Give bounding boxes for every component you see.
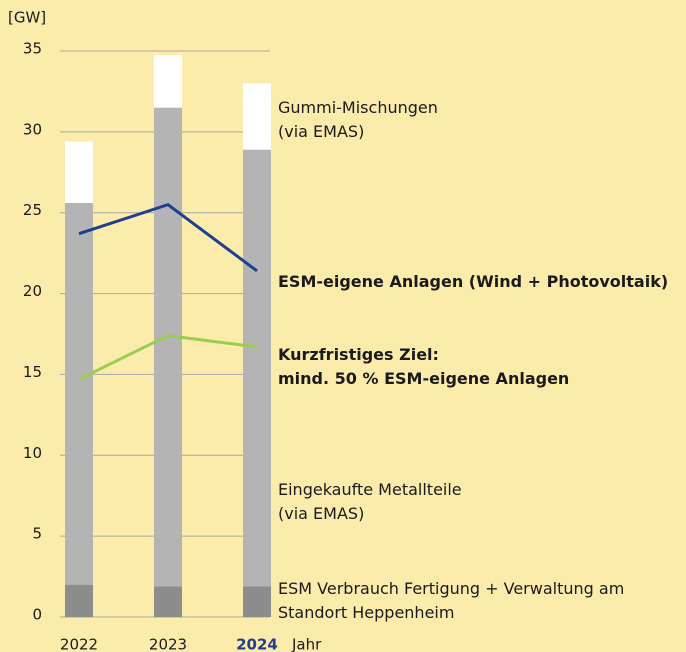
line-series — [78, 334, 258, 381]
x-tick-label: 2024 — [236, 636, 278, 652]
y-tick-label: 5 — [32, 525, 42, 543]
bar-segment — [243, 586, 271, 617]
bar-segment — [243, 149, 271, 587]
series-label: Eingekaufte Metallteile (via EMAS) — [278, 480, 462, 523]
series-label: ESM Verbrauch Fertigung + Verwaltung am … — [278, 579, 625, 622]
bar-segment — [243, 83, 271, 150]
y-tick-label: 15 — [23, 363, 42, 381]
y-tick-label: 10 — [23, 444, 42, 462]
y-tick-label: 35 — [23, 40, 42, 58]
series-label: Kurzfristiges Ziel: mind. 50 % ESM-eigen… — [278, 345, 570, 388]
y-tick-label: 0 — [32, 606, 42, 624]
bar-segment — [154, 586, 182, 617]
x-tick-label: 2022 — [60, 636, 98, 652]
x-axis-label: Jahr — [291, 636, 322, 652]
series-label: ESM-eigene Anlagen (Wind + Photovoltaik) — [278, 272, 669, 291]
y-tick-label: 30 — [23, 120, 42, 138]
series-label: Gummi-Mischungen (via EMAS) — [278, 98, 438, 141]
bar-segment — [65, 203, 93, 585]
x-tick-label: 2023 — [149, 636, 187, 652]
bar-segment — [154, 107, 182, 587]
bar-segment — [154, 55, 182, 108]
y-axis-label: [GW] — [8, 9, 46, 27]
y-tick-label: 25 — [23, 201, 42, 219]
y-tick-label: 20 — [23, 282, 42, 300]
line-series — [78, 202, 258, 273]
bar-segment — [65, 584, 93, 617]
bar-segment — [65, 141, 93, 204]
